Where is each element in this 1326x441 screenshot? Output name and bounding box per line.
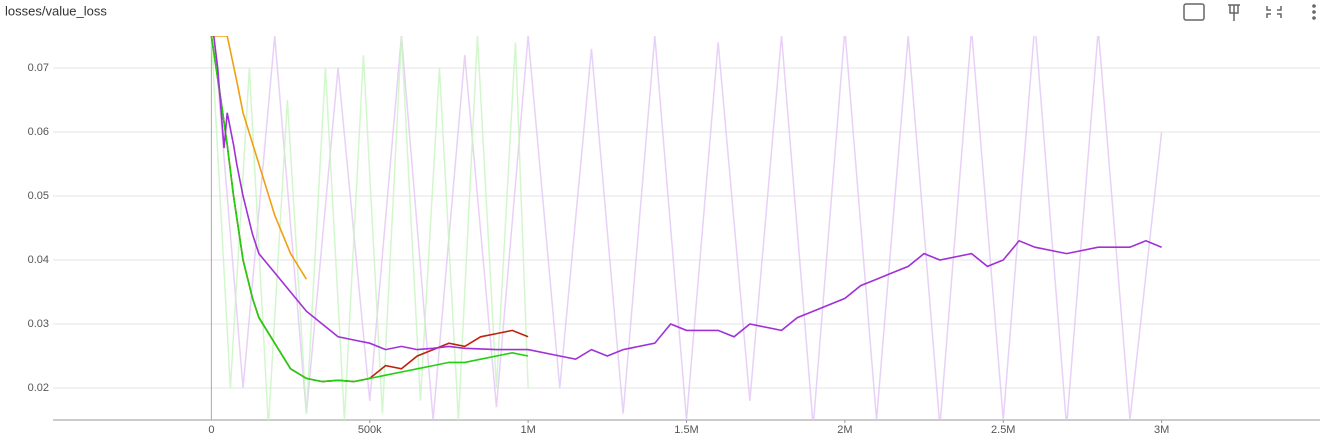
menu-button[interactable]	[1312, 4, 1316, 20]
fit-button[interactable]	[1183, 3, 1205, 21]
smoothed-line	[210, 36, 529, 383]
y-tick-label: 0.05	[28, 190, 49, 202]
x-tick-label: 1.5M	[674, 424, 698, 436]
collapse-button[interactable]	[1266, 6, 1282, 18]
plot-area	[210, 36, 1163, 420]
y-tick-label: 0.07	[28, 62, 49, 74]
x-tick-label: 0	[208, 424, 214, 436]
x-tick-label: 2.5M	[991, 424, 1015, 436]
x-tick-label: 3M	[1154, 424, 1169, 436]
y-tick-label: 0.03	[28, 318, 49, 330]
toolbar[interactable]	[1183, 3, 1282, 21]
raw-line	[210, 36, 529, 420]
x-tick-label: 1M	[520, 424, 535, 436]
y-tick-label: 0.04	[28, 254, 49, 266]
pin-button[interactable]	[1228, 4, 1240, 21]
raw-line	[213, 36, 1163, 420]
x-tick-label: 500k	[358, 424, 382, 436]
x-tick-label: 2M	[837, 424, 852, 436]
smoothed-line	[212, 36, 1162, 361]
y-tick-label: 0.06	[28, 126, 49, 138]
smoothed-line	[211, 36, 308, 280]
y-tick-label: 0.02	[28, 382, 49, 394]
chart-title: losses/value_loss	[5, 3, 107, 18]
